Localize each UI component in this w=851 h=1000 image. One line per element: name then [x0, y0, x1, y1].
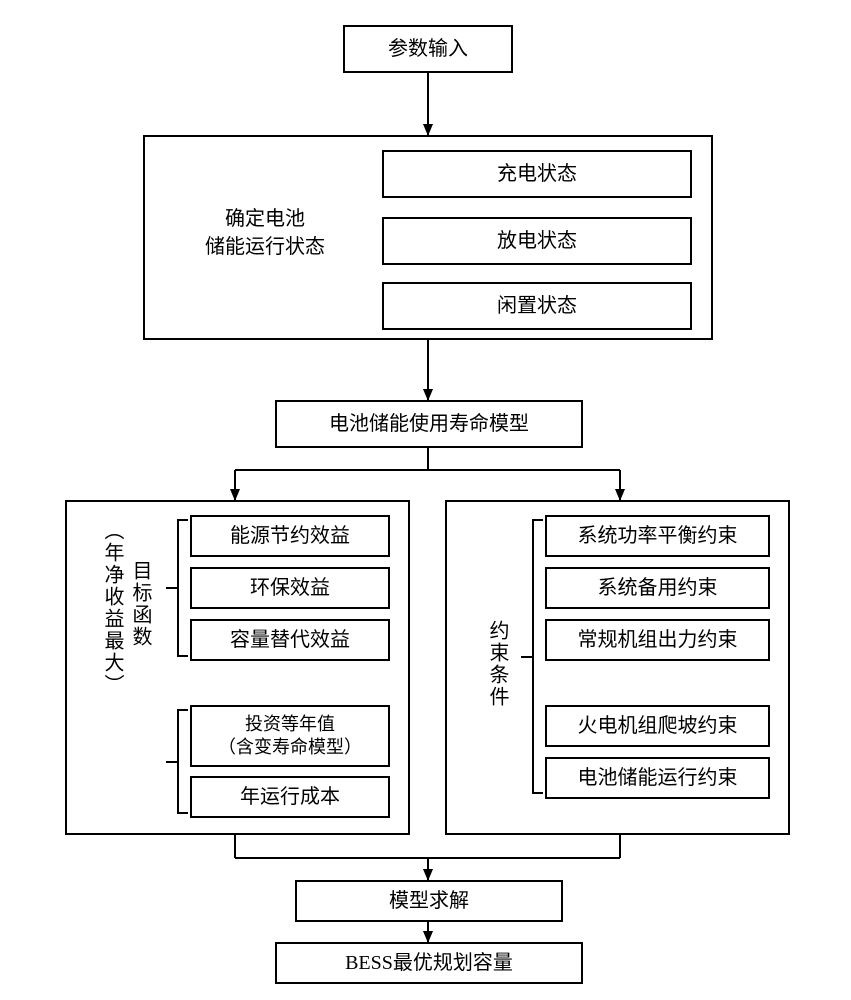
obj-cap-box: 容量替代效益 — [190, 619, 390, 661]
state-charge-label: 充电状态 — [497, 161, 577, 187]
input-box: 参数输入 — [343, 25, 513, 73]
obj-energy-box: 能源节约效益 — [190, 515, 390, 557]
con-reserve-box: 系统备用约束 — [545, 567, 770, 609]
state-idle-label: 闲置状态 — [497, 293, 577, 319]
objective-vlabel-sub: （年净收益最大） — [100, 520, 124, 696]
obj-env-box: 环保效益 — [190, 567, 390, 609]
input-label: 参数输入 — [388, 36, 468, 62]
obj-invest-box: 投资等年值 （含变寿命模型） — [190, 705, 390, 767]
objective-vlabel-main: 目标函数 — [128, 560, 152, 648]
state-charge-box: 充电状态 — [382, 150, 692, 198]
con-power-box: 系统功率平衡约束 — [545, 515, 770, 557]
con-ramp-box: 火电机组爬坡约束 — [545, 705, 770, 747]
state-idle-box: 闲置状态 — [382, 282, 692, 330]
result-box: BESS最优规划容量 — [275, 942, 583, 984]
state-discharge-label: 放电状态 — [497, 228, 577, 254]
life-model-label: 电池储能使用寿命模型 — [329, 411, 529, 437]
con-bess-box: 电池储能运行约束 — [545, 757, 770, 799]
state-discharge-box: 放电状态 — [382, 217, 692, 265]
solve-box: 模型求解 — [295, 880, 563, 922]
life-model-box: 电池储能使用寿命模型 — [275, 400, 583, 448]
con-unit-box: 常规机组出力约束 — [545, 619, 770, 661]
constraint-vlabel: 约束条件 — [485, 620, 509, 708]
state-title: 确定电池 储能运行状态 — [165, 205, 365, 261]
obj-run-box: 年运行成本 — [190, 776, 390, 818]
